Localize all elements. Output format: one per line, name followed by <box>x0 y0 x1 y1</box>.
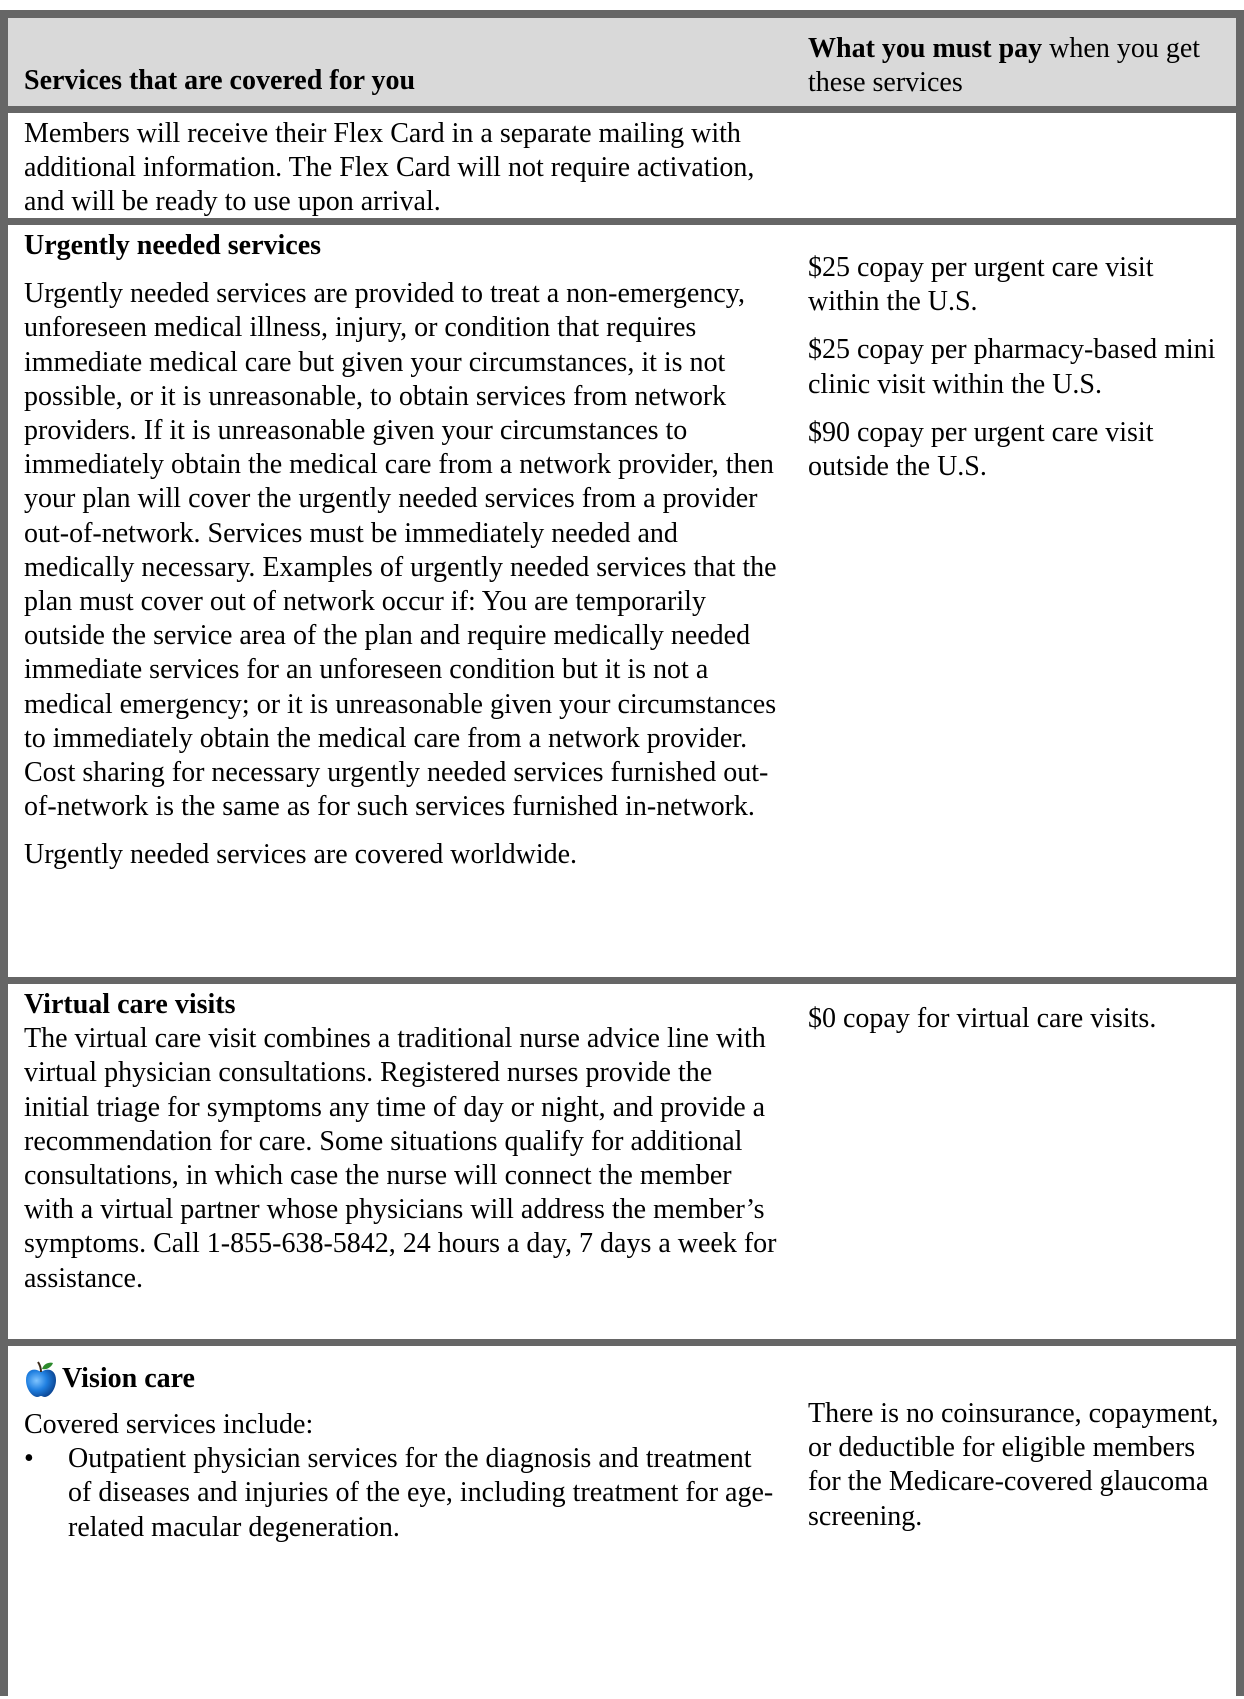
header-left-cell: Services that are covered for you <box>8 18 794 106</box>
urgent-care-cost-us: $25 copay per urgent care visit within t… <box>808 252 1154 318</box>
table-row-vision-care: Vision care Covered services include: • … <box>8 1339 1236 1699</box>
flex-card-text: Members will receive their Flex Card in … <box>24 118 755 218</box>
urgent-care-cost-outside-us: $90 copay per urgent care visit outside … <box>808 416 1154 483</box>
vision-care-right-cell: There is no coinsurance, copayment, or d… <box>794 1346 1236 1699</box>
urgent-care-left-cell: Urgently needed services Urgently needed… <box>8 225 794 977</box>
urgent-care-cost-mini-clinic: $25 copay per pharmacy-based mini clinic… <box>808 334 1216 400</box>
vision-care-title: Vision care <box>62 1362 195 1394</box>
virtual-care-right-cell: $0 copay for virtual care visits. <box>794 984 1236 1339</box>
table-row-virtual-care: Virtual care visits The virtual care vis… <box>8 977 1236 1339</box>
table-row-flex-card: Members will receive their Flex Card in … <box>8 106 1236 218</box>
table-row-urgent-care: Urgently needed services Urgently needed… <box>8 218 1236 977</box>
vision-care-left-cell: Vision care Covered services include: • … <box>8 1346 794 1699</box>
bullet-marker: • <box>24 1443 34 1475</box>
virtual-care-description: The virtual care visit combines a tradit… <box>24 1023 777 1294</box>
table-header-row: Services that are covered for you What y… <box>8 18 1236 106</box>
list-item: • Outpatient physician services for the … <box>24 1442 780 1545</box>
vision-care-cost: There is no coinsurance, copayment, or d… <box>808 1398 1219 1532</box>
flex-card-right-cell <box>794 113 1236 218</box>
virtual-care-left-cell: Virtual care visits The virtual care vis… <box>8 984 794 1339</box>
benefits-table: Services that are covered for you What y… <box>0 10 1244 1696</box>
virtual-care-title: Virtual care visits <box>24 989 236 1020</box>
urgent-care-right-cell: $25 copay per urgent care visit within t… <box>794 225 1236 977</box>
urgent-care-worldwide-note: Urgently needed services are covered wor… <box>24 839 578 871</box>
header-right-cell: What you must pay when you get these ser… <box>794 18 1236 106</box>
header-what-you-pay-rest: when you get these services <box>808 33 1201 98</box>
vision-care-intro: Covered services include: <box>24 1409 314 1440</box>
flex-card-left-cell: Members will receive their Flex Card in … <box>8 113 794 218</box>
header-what-you-pay: What you must pay when you get these ser… <box>808 32 1226 100</box>
header-services-covered: Services that are covered for you <box>24 65 416 96</box>
vision-care-heading: Vision care <box>24 1360 780 1398</box>
vision-care-bullet-list: • Outpatient physician services for the … <box>24 1442 780 1545</box>
urgent-care-description: Urgently needed services are provided to… <box>24 278 777 823</box>
urgent-care-title: Urgently needed services <box>24 230 322 261</box>
virtual-care-cost: $0 copay for virtual care visits. <box>808 1003 1157 1034</box>
vision-care-bullet-text: Outpatient physician services for the di… <box>68 1443 774 1543</box>
header-what-you-pay-bold: What you must pay <box>808 33 1043 64</box>
apple-icon <box>26 1361 56 1397</box>
